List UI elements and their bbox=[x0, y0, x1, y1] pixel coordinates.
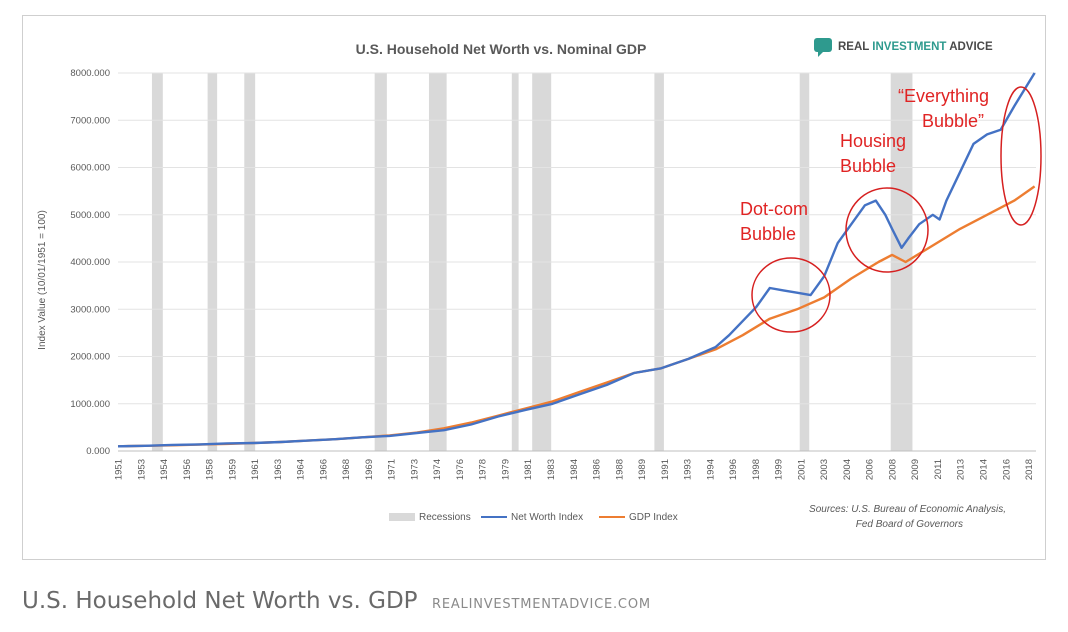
x-tick-22: 1988 bbox=[614, 459, 625, 480]
x-tick-35: 2009 bbox=[910, 459, 921, 480]
chat-bubble-icon bbox=[814, 38, 832, 52]
annotation-dotcom: Dot-com Bubble bbox=[740, 199, 831, 333]
x-tick-24: 1991 bbox=[660, 459, 671, 480]
y-tick-labels: 0.000 1000.000 2000.000 3000.000 4000.000 500… bbox=[70, 68, 110, 457]
x-tick-27: 1996 bbox=[728, 459, 739, 480]
x-tick-16: 1978 bbox=[478, 459, 489, 480]
caption-source-link[interactable]: REALINVESTMENTADVICE.COM bbox=[431, 597, 651, 612]
legend-label-net-worth: Net Worth Index bbox=[511, 512, 583, 523]
annotation-dotcom-circle bbox=[751, 257, 831, 333]
x-tick-38: 2014 bbox=[979, 459, 990, 480]
x-tick-39: 2016 bbox=[1001, 459, 1012, 480]
annotation-housing: Housing Bubble bbox=[840, 131, 929, 273]
x-tick-18: 1981 bbox=[523, 459, 534, 480]
annotation-housing-line2: Bubble bbox=[840, 156, 896, 176]
x-tick-31: 2003 bbox=[819, 459, 830, 480]
source-note: Sources: U.S. Bureau of Economic Analysi… bbox=[809, 504, 1006, 530]
source-note-line2: Fed Board of Governors bbox=[856, 519, 963, 530]
y-tick-1: 1000.000 bbox=[70, 399, 110, 410]
annotation-everything-circle bbox=[1000, 86, 1042, 226]
svg-text:“Everything Bubble”: “Everything Bubble” bbox=[898, 86, 994, 131]
x-tick-37: 2013 bbox=[956, 459, 967, 480]
annotation-dotcom-line2: Bubble bbox=[740, 224, 796, 244]
x-tick-15: 1976 bbox=[455, 459, 466, 480]
x-tick-8: 1964 bbox=[296, 459, 307, 480]
brand-name-2: INVESTMENT bbox=[872, 41, 946, 53]
chart-figure: 0.000 1000.000 2000.000 3000.000 4000.000 500… bbox=[22, 15, 1046, 560]
caption-title: U.S. Household Net Worth vs. GDP bbox=[22, 588, 418, 614]
x-tick-10: 1968 bbox=[341, 459, 352, 480]
legend-label-gdp: GDP Index bbox=[629, 512, 678, 523]
svg-text:Housing Bubble: Housing Bubble bbox=[840, 131, 911, 176]
annotation-everything-line1: “Everything bbox=[898, 86, 989, 106]
y-tick-2: 2000.000 bbox=[70, 352, 110, 363]
annotation-dotcom-line1: Dot-com bbox=[740, 199, 808, 219]
x-tick-19: 1983 bbox=[546, 459, 557, 480]
x-tick-5: 1959 bbox=[227, 459, 238, 480]
series-net-worth-line bbox=[117, 72, 1036, 448]
x-tick-34: 2008 bbox=[887, 459, 898, 480]
x-tick-21: 1986 bbox=[592, 459, 603, 480]
y-tick-0: 0.000 bbox=[86, 446, 110, 457]
x-tick-7: 1963 bbox=[273, 459, 284, 480]
chat-bubble-tail bbox=[818, 52, 823, 57]
y-tick-3: 3000.000 bbox=[70, 304, 110, 315]
x-tick-36: 2011 bbox=[933, 459, 944, 479]
y-tick-8: 8000.000 bbox=[70, 68, 110, 79]
grid-lines bbox=[118, 72, 1036, 452]
x-tick-33: 2006 bbox=[865, 459, 876, 480]
y-axis-label: Index Value (10/01/1951 = 100) bbox=[37, 210, 48, 350]
legend: Recessions Net Worth Index GDP Index bbox=[389, 512, 678, 523]
x-tick-3: 1956 bbox=[182, 459, 193, 480]
x-tick-14: 1974 bbox=[432, 459, 443, 480]
chart-title: U.S. Household Net Worth vs. Nominal GDP bbox=[356, 41, 647, 57]
chart-svg: 0.000 1000.000 2000.000 3000.000 4000.000 500… bbox=[37, 38, 1042, 530]
y-tick-6: 6000.000 bbox=[70, 163, 110, 174]
brand-name-1: REAL bbox=[838, 41, 872, 53]
x-tick-23: 1989 bbox=[637, 459, 648, 480]
brand-logo: REAL INVESTMENT ADVICE bbox=[814, 38, 993, 57]
annotation-housing-circle bbox=[845, 187, 929, 273]
x-tick-4: 1958 bbox=[205, 459, 216, 480]
x-tick-26: 1994 bbox=[705, 459, 716, 480]
annotation-everything: “Everything Bubble” bbox=[898, 86, 1042, 226]
brand-name-3: ADVICE bbox=[946, 41, 993, 53]
x-tick-32: 2004 bbox=[842, 459, 853, 480]
x-tick-1: 1953 bbox=[136, 459, 147, 480]
y-tick-4: 4000.000 bbox=[70, 257, 110, 268]
x-tick-2: 1954 bbox=[159, 459, 170, 480]
annotation-housing-line1: Housing bbox=[840, 131, 906, 151]
x-tick-6: 1961 bbox=[250, 459, 261, 480]
x-tick-25: 1993 bbox=[683, 459, 694, 480]
source-note-line1: Sources: U.S. Bureau of Economic Analysi… bbox=[809, 504, 1006, 515]
x-tick-labels: 1951 1953 1954 1956 1958 1959 1961 1963 1964 1966… bbox=[114, 459, 1036, 480]
x-tick-40: 2018 bbox=[1024, 459, 1035, 480]
svg-text:REAL INVESTMENT ADVICE: REAL INVESTMENT ADVICE bbox=[838, 41, 993, 53]
x-tick-11: 1969 bbox=[364, 459, 375, 480]
caption: U.S. Household Net Worth vs. GDP REALINV… bbox=[22, 588, 651, 614]
x-tick-0: 1951 bbox=[114, 459, 125, 480]
x-tick-28: 1998 bbox=[751, 459, 762, 480]
x-tick-30: 2001 bbox=[796, 459, 807, 480]
annotation-everything-line2: Bubble” bbox=[922, 111, 984, 131]
y-tick-7: 7000.000 bbox=[70, 115, 110, 126]
x-tick-9: 1966 bbox=[318, 459, 329, 480]
x-tick-17: 1979 bbox=[500, 459, 511, 480]
svg-text:Dot-com Bubble: Dot-com Bubble bbox=[740, 199, 813, 244]
legend-swatch-recessions bbox=[389, 513, 415, 521]
x-tick-29: 1999 bbox=[774, 459, 785, 480]
x-tick-13: 1973 bbox=[409, 459, 420, 480]
series-lines bbox=[117, 72, 1036, 448]
legend-label-recessions: Recessions bbox=[419, 512, 471, 523]
y-tick-5: 5000.000 bbox=[70, 210, 110, 221]
x-tick-20: 1984 bbox=[569, 459, 580, 480]
x-tick-12: 1971 bbox=[387, 459, 398, 480]
